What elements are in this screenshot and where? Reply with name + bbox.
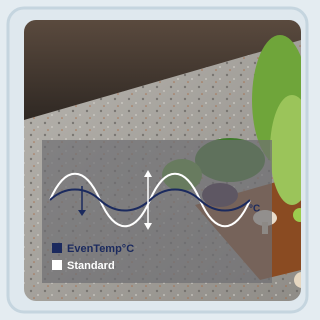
legend-swatch	[52, 243, 62, 253]
product-card: °C EvenTemp°C Standard	[0, 0, 315, 320]
legend-label: EvenTemp°C	[67, 243, 134, 255]
page: °C EvenTemp°CStandard (() => { const dat…	[0, 0, 315, 320]
legend-swatch	[52, 260, 62, 270]
unit-label: °C	[249, 204, 260, 215]
legend-label: Standard	[67, 260, 115, 272]
